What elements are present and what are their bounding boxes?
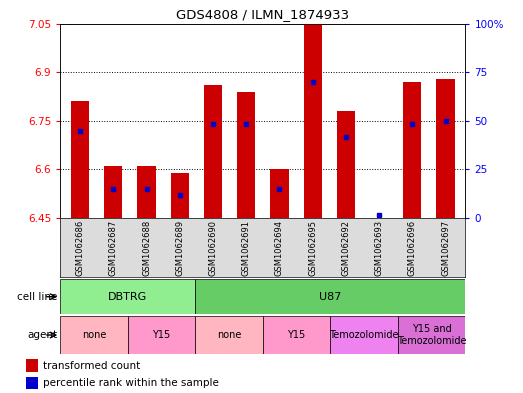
Bar: [170, 173, 189, 218]
Text: U87: U87: [319, 292, 342, 302]
Bar: [263, 316, 331, 354]
Text: none: none: [217, 330, 241, 340]
Text: GSM1062693: GSM1062693: [374, 220, 383, 276]
Text: transformed count: transformed count: [43, 360, 140, 371]
Bar: [71, 101, 89, 218]
Bar: [60, 316, 128, 354]
Text: percentile rank within the sample: percentile rank within the sample: [43, 378, 219, 388]
Text: cell line: cell line: [17, 292, 58, 302]
Bar: [436, 79, 454, 218]
Bar: [237, 92, 255, 218]
Text: agent: agent: [27, 330, 58, 340]
Bar: [26, 359, 38, 372]
Text: GSM1062688: GSM1062688: [142, 220, 151, 276]
Text: Y15: Y15: [152, 330, 170, 340]
Text: Temozolomide: Temozolomide: [329, 330, 399, 340]
Text: GSM1062695: GSM1062695: [308, 220, 317, 276]
Text: GSM1062697: GSM1062697: [441, 220, 450, 276]
Bar: [270, 169, 289, 218]
Text: none: none: [82, 330, 106, 340]
Bar: [138, 166, 156, 218]
Text: GSM1062694: GSM1062694: [275, 220, 284, 276]
Text: Y15: Y15: [288, 330, 306, 340]
Bar: [195, 279, 465, 314]
Text: GSM1062692: GSM1062692: [342, 220, 350, 276]
Text: GSM1062691: GSM1062691: [242, 220, 251, 276]
Bar: [104, 166, 122, 218]
Text: DBTRG: DBTRG: [108, 292, 147, 302]
Bar: [26, 377, 38, 389]
Bar: [398, 316, 465, 354]
Bar: [128, 316, 195, 354]
Bar: [403, 82, 422, 218]
Text: GSM1062686: GSM1062686: [76, 220, 85, 276]
Text: Y15 and
Temozolomide: Y15 and Temozolomide: [397, 324, 467, 346]
Text: GSM1062690: GSM1062690: [209, 220, 218, 276]
Bar: [204, 85, 222, 218]
Bar: [303, 24, 322, 218]
Text: GSM1062689: GSM1062689: [175, 220, 184, 276]
Bar: [337, 111, 355, 218]
Bar: [331, 316, 398, 354]
Bar: [195, 316, 263, 354]
Text: GSM1062687: GSM1062687: [109, 220, 118, 276]
Title: GDS4808 / ILMN_1874933: GDS4808 / ILMN_1874933: [176, 8, 349, 21]
Text: GSM1062696: GSM1062696: [408, 220, 417, 276]
Bar: [60, 279, 195, 314]
